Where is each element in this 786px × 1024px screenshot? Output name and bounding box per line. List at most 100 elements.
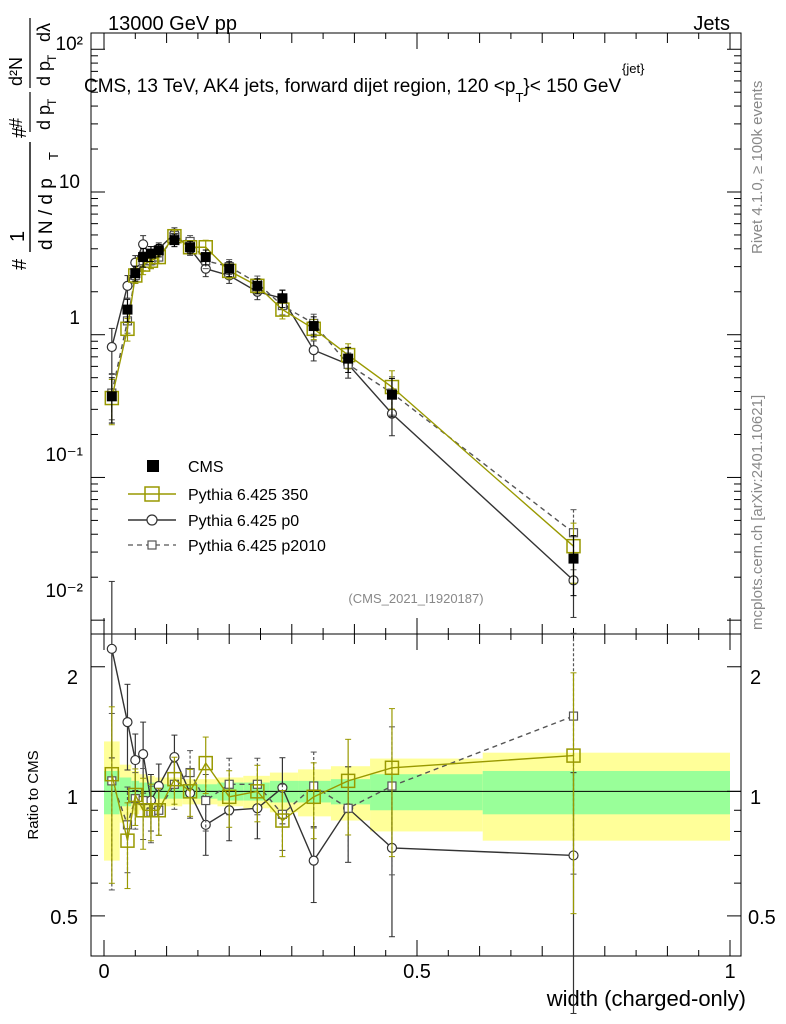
ratio-ytick-label: 1 — [67, 787, 78, 809]
data-point — [252, 280, 263, 291]
data-point — [308, 345, 319, 356]
data-point — [275, 813, 290, 828]
data-point — [130, 754, 141, 766]
data-point — [138, 252, 149, 263]
series-line — [111, 235, 574, 547]
data-point — [122, 716, 133, 728]
main-ytick-label: 10² — [56, 34, 83, 55]
legend-marker-p2010 — [147, 540, 157, 550]
svg-text:#: # — [9, 258, 31, 270]
data-point — [153, 245, 164, 256]
data-point — [386, 389, 397, 400]
svg-text:T: T — [45, 54, 59, 62]
ratio-ytick-label-right: 0.5 — [748, 907, 776, 929]
data-point — [128, 787, 143, 803]
svg-text:d p: d p — [34, 105, 54, 130]
svg-text:1: 1 — [7, 231, 29, 242]
data-point — [343, 353, 354, 364]
data-point — [340, 773, 356, 789]
data-point — [106, 643, 117, 654]
data-point — [122, 304, 133, 315]
legend-marker-p0 — [146, 514, 158, 526]
svg-text:d N / d p: d N / d p — [36, 178, 57, 250]
legend-label: CMS — [188, 459, 224, 476]
data-point — [566, 748, 581, 763]
xtick-label: 0.5 — [403, 961, 431, 983]
data-point — [169, 235, 180, 246]
svg-text:#: # — [9, 126, 31, 138]
main-ytick-label: 1 — [69, 308, 80, 329]
data-point — [568, 553, 579, 564]
data-point — [308, 321, 319, 332]
data-point — [104, 766, 120, 782]
ratio-ytick-label-right: 1 — [750, 787, 761, 809]
uncertainty-bands — [104, 741, 730, 861]
ratio-series — [104, 580, 581, 1014]
legend-label: Pythia 6.425 p0 — [188, 513, 299, 530]
data-point — [200, 252, 211, 263]
data-point — [201, 795, 211, 806]
header-right: Jets — [693, 13, 730, 35]
axis-ticks — [91, 33, 741, 956]
main-ylabel: # 1 d N / d p T # # d p T d²N d p T dλ — [6, 18, 61, 270]
xtick-label: 0 — [98, 961, 109, 983]
svg-text:d p: d p — [34, 61, 54, 86]
data-point — [167, 771, 182, 787]
series-line — [111, 754, 574, 841]
legend-label: Pythia 6.425 p2010 — [188, 538, 326, 555]
rivet-version-label: Rivet 4.1.0, ≥ 100k events — [749, 81, 766, 254]
data-point — [182, 784, 198, 799]
ratio-ytick-label: 0.5 — [50, 907, 78, 929]
band-inner — [119, 777, 132, 807]
data-point — [221, 789, 237, 805]
series-line — [111, 232, 574, 581]
legend-label: Pythia 6.425 350 — [188, 487, 308, 504]
svg-text:T: T — [46, 152, 61, 160]
data-point — [198, 755, 213, 771]
data-point — [135, 803, 151, 818]
band-inner — [370, 774, 483, 811]
data-point — [151, 803, 167, 818]
data-point — [106, 341, 117, 353]
series-line — [111, 236, 574, 534]
ratio-frame — [90, 633, 742, 957]
xlabel: width (charged-only) — [546, 986, 746, 1011]
data-point — [138, 749, 149, 760]
main-ytick-label: 10⁻² — [46, 581, 84, 602]
legend-marker-cms — [147, 460, 159, 472]
data-point — [138, 239, 149, 250]
data-point — [277, 293, 288, 304]
chart-title: CMS, 13 TeV, AK4 jets, forward dijet reg… — [84, 76, 621, 105]
data-point — [308, 855, 319, 866]
data-point — [306, 789, 321, 805]
main-ytick-label: 10⁻¹ — [46, 445, 84, 466]
ratio-ylabel: Ratio to CMS — [25, 750, 42, 839]
analysis-watermark: (CMS_2021_I1920187) — [348, 591, 483, 606]
main-ytick-label: 10 — [59, 172, 80, 193]
data-point — [143, 803, 159, 818]
svg-text:d²N: d²N — [6, 57, 26, 86]
title-superscript: {jet} — [622, 61, 645, 76]
header-left: 13000 GeV pp — [108, 13, 237, 35]
legend: CMS Pythia 6.425 350 Pythia 6.425 p0 Pyt… — [128, 459, 326, 555]
data-point — [122, 280, 133, 291]
svg-text:dλ: dλ — [34, 23, 54, 42]
data-point — [130, 268, 141, 279]
mcplots-label: mcplots.cern.ch [arXiv:2401.10621] — [749, 395, 766, 630]
ratio-ytick-label-right: 2 — [750, 667, 761, 689]
ratio-ytick-label: 2 — [67, 667, 78, 689]
data-point — [224, 263, 235, 274]
series-line — [111, 715, 574, 828]
svg-text:T: T — [45, 98, 59, 106]
data-point — [384, 760, 400, 776]
data-point — [250, 784, 265, 799]
data-point — [120, 833, 135, 848]
data-point — [145, 248, 156, 259]
main-series — [104, 227, 581, 618]
xtick-label: 1 — [724, 961, 735, 983]
svg-text:#: # — [6, 118, 26, 128]
band-inner — [482, 770, 730, 815]
data-point — [106, 391, 117, 402]
data-point — [185, 242, 196, 253]
